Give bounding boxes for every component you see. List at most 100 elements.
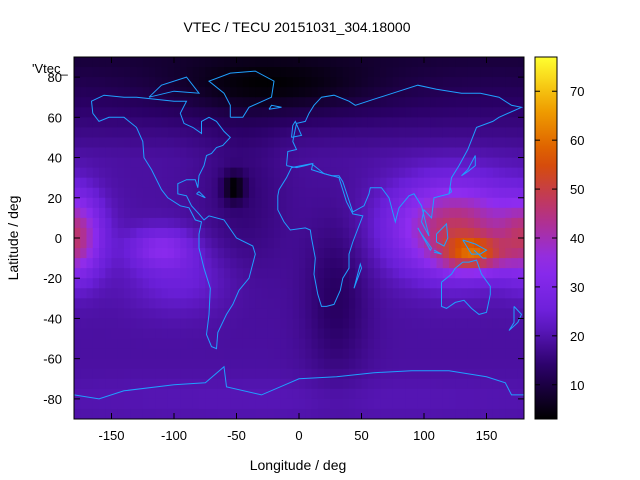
heat-cell (299, 157, 306, 169)
heat-cell (280, 258, 288, 269)
heat-cell (130, 248, 138, 259)
heat-cell (180, 67, 188, 78)
heat-cell (336, 217, 344, 229)
heat-cell (442, 97, 450, 108)
heat-cell (386, 127, 394, 139)
heat-cell (211, 97, 219, 108)
heat-cell (436, 338, 444, 350)
heat-cell (99, 217, 106, 229)
heat-cell (111, 248, 119, 259)
heat-cell (136, 268, 144, 279)
heat-cell (236, 207, 244, 219)
heat-cell (236, 217, 244, 229)
heat-cell (499, 308, 506, 320)
heat-cell (180, 308, 188, 320)
heat-cell (255, 117, 263, 128)
heat-cell (342, 368, 350, 380)
heat-cell (486, 57, 494, 68)
heat-cell (180, 227, 188, 239)
heat-cell (299, 147, 306, 159)
heat-cell (330, 217, 338, 229)
heat-cell (124, 278, 131, 289)
heat-cell (386, 217, 394, 229)
heat-cell (474, 127, 481, 139)
heat-cell (480, 288, 488, 299)
heat-cell (349, 268, 356, 279)
heat-cell (186, 137, 194, 149)
heat-cell (174, 278, 181, 289)
heat-cell (399, 227, 406, 239)
heat-cell (505, 288, 513, 299)
heat-cell (267, 157, 275, 169)
heat-cell (199, 238, 206, 249)
heat-cell (449, 217, 456, 229)
heat-cell (292, 187, 300, 199)
heat-cell (305, 117, 313, 128)
heat-cell (480, 348, 488, 360)
heat-cell (355, 107, 363, 118)
heat-cell (249, 217, 256, 229)
heat-cell (99, 57, 106, 68)
heat-cell (99, 338, 106, 350)
heat-cell (424, 288, 431, 299)
heat-cell (436, 57, 444, 68)
heat-cell (199, 268, 206, 279)
heat-cell (142, 308, 150, 320)
heat-cell (517, 288, 524, 299)
heat-cell (430, 177, 438, 189)
heat-cell (280, 107, 288, 118)
heat-cell (455, 117, 463, 128)
heat-cell (461, 207, 469, 219)
heat-cell (436, 97, 444, 108)
heat-cell (205, 217, 213, 229)
heat-cell (230, 77, 238, 88)
heat-cell (167, 97, 175, 108)
heat-cell (324, 408, 331, 419)
heat-cell (392, 197, 400, 209)
heat-cell (242, 207, 250, 219)
heat-cell (411, 368, 419, 380)
heat-cell (261, 107, 269, 118)
heat-cell (311, 278, 319, 289)
heat-cell (349, 338, 356, 350)
heat-cell (324, 358, 331, 370)
heat-cell (480, 368, 488, 380)
heat-cell (455, 107, 463, 118)
heat-cell (124, 167, 131, 179)
heat-cell (480, 137, 488, 149)
heat-cell (186, 167, 194, 179)
heat-cell (405, 147, 413, 159)
heat-cell (86, 378, 94, 390)
x-tick-label: -50 (227, 428, 246, 443)
heat-cell (199, 358, 206, 370)
heat-cell (349, 378, 356, 390)
heat-cell (217, 57, 225, 68)
heat-cell (74, 177, 81, 189)
heat-cell (161, 238, 169, 249)
heat-cell (349, 97, 356, 108)
heat-cell (105, 258, 113, 269)
colorbar-tick-label: 20 (570, 329, 584, 344)
heat-cell (124, 157, 131, 169)
heat-cell (136, 388, 144, 400)
heat-cell (249, 298, 256, 309)
heat-cell (186, 57, 194, 68)
heat-cell (255, 77, 263, 88)
heat-cell (455, 318, 463, 330)
heat-cell (99, 187, 106, 199)
heat-cell (274, 137, 281, 149)
heat-cell (324, 268, 331, 279)
heat-cell (305, 177, 313, 189)
heat-cell (211, 57, 219, 68)
heat-cell (280, 117, 288, 128)
heat-cell (286, 57, 294, 68)
heat-cell (411, 248, 419, 259)
heat-cell (336, 107, 344, 118)
heat-cell (455, 298, 463, 309)
heat-cell (130, 217, 138, 229)
heat-cell (380, 67, 388, 78)
heat-cell (517, 57, 524, 68)
heat-cell (411, 87, 419, 98)
heat-cell (355, 147, 363, 159)
heat-cell (136, 378, 144, 390)
